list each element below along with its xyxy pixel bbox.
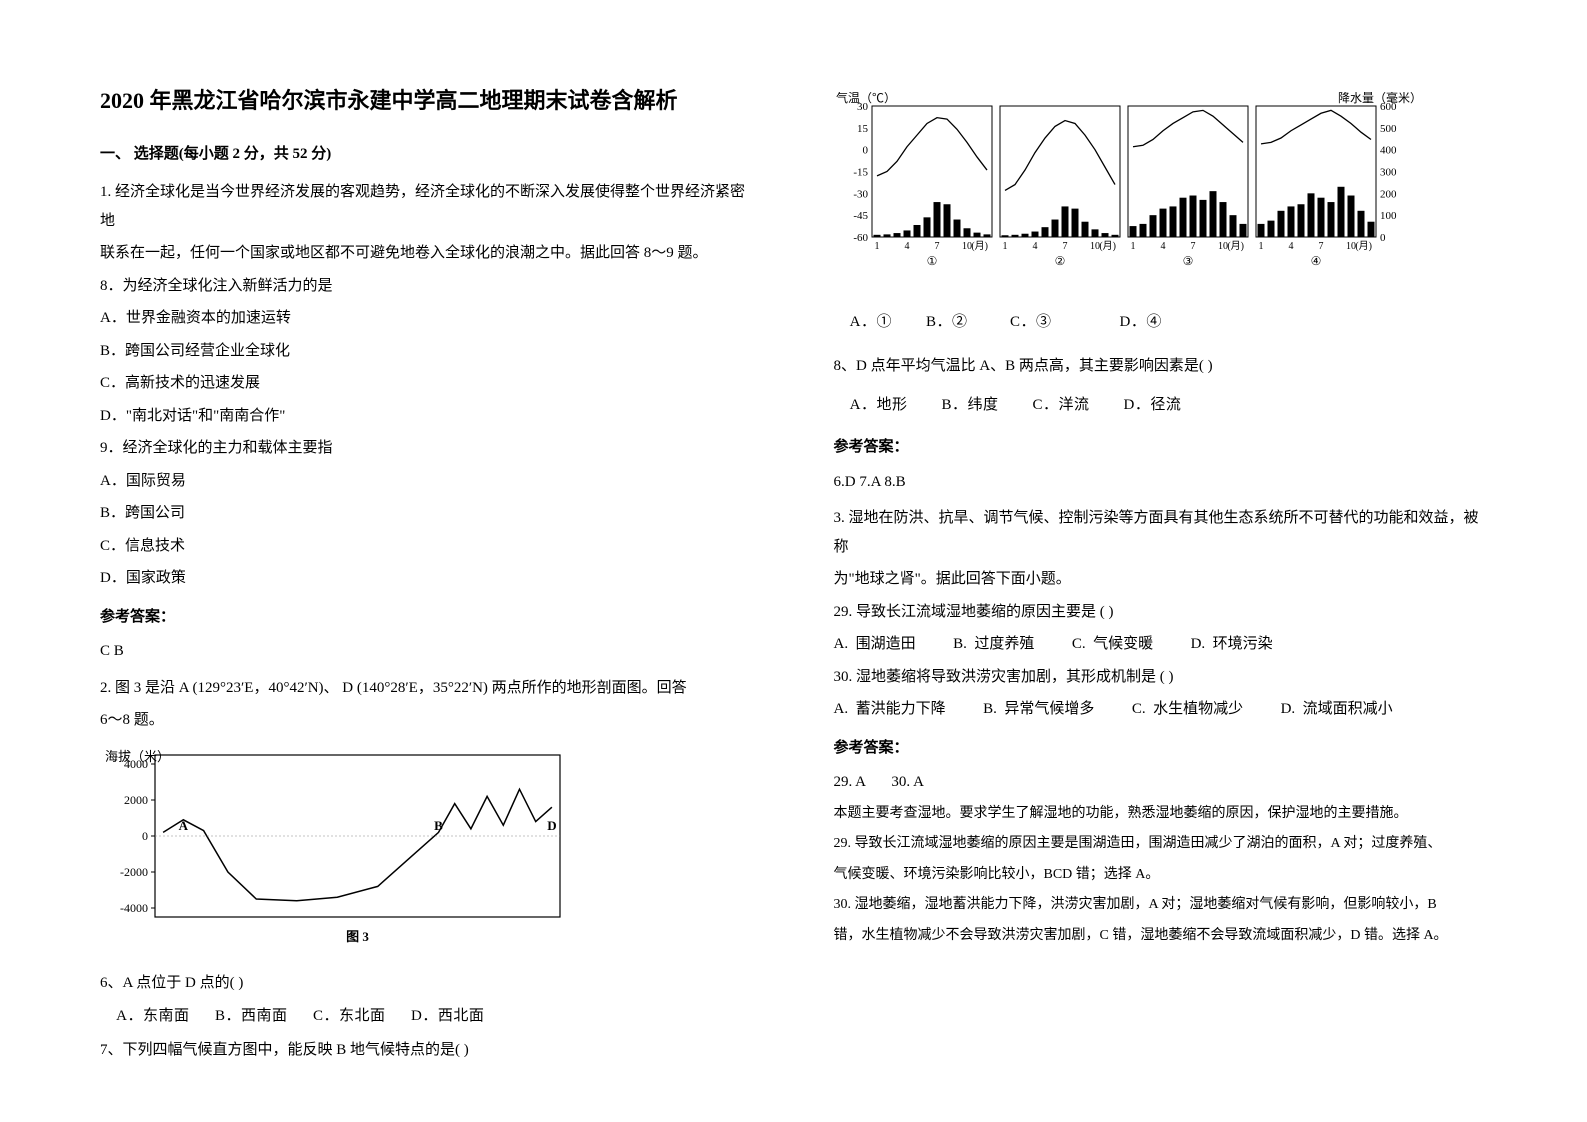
climate-svg: 气温（℃）降水量（毫米）30150-15-30-45-6060050040030…: [834, 92, 1424, 267]
svg-text:200: 200: [1380, 188, 1397, 200]
q9-opt-c: C．信息技术: [100, 532, 754, 561]
q9-opt-d: D．国家政策: [100, 564, 754, 593]
page-root: 2020 年黑龙江省哈尔滨市永建中学高二地理期末试卷含解析 一、 选择题(每小题…: [100, 80, 1487, 1069]
svg-text:4: 4: [1032, 241, 1037, 252]
svg-text:300: 300: [1380, 167, 1397, 179]
svg-text:D: D: [547, 818, 556, 833]
q2-intro-line2: 6～8 题。: [100, 706, 754, 735]
q30-stem: 30. 湿地萎缩将导致洪涝灾害加剧，其形成机制是 ( ): [834, 663, 1488, 692]
q30-options: A. 蓄洪能力下降 B. 异常气候增多 C. 水生植物减少 D. 流域面积减小: [834, 695, 1488, 724]
q1-intro-line2: 联系在一起，任何一个国家或地区都不可避免地卷入全球化的浪潮之中。据此回答 8～9…: [100, 239, 754, 268]
svg-text:1: 1: [1130, 241, 1135, 252]
svg-text:400: 400: [1380, 145, 1397, 157]
answer-heading-1: 参考答案：: [100, 603, 754, 632]
q29-stem: 29. 导致长江流域湿地萎缩的原因主要是 ( ): [834, 598, 1488, 627]
svg-text:(月): (月): [1099, 240, 1116, 252]
explain-3: 气候变暖、环境污染影响比较小，BCD 错；选择 A。: [834, 862, 1488, 889]
svg-text:30: 30: [857, 101, 869, 113]
svg-text:-60: -60: [853, 232, 868, 244]
q7-stem: 7、下列四幅气候直方图中，能反映 B 地气候特点的是( ): [100, 1036, 754, 1065]
svg-text:0: 0: [1380, 232, 1386, 244]
svg-text:0: 0: [862, 145, 868, 157]
explain-1: 本题主要考查湿地。要求学生了解湿地的功能，熟悉湿地萎缩的原因，保护湿地的主要措施…: [834, 801, 1488, 828]
explain-5: 错，水生植物减少不会导致洪涝灾害加剧，C 错，湿地萎缩不会导致流域面积减少，D …: [834, 923, 1488, 950]
svg-text:④: ④: [1310, 254, 1321, 267]
q9-stem: 9．经济全球化的主力和载体主要指: [100, 434, 754, 463]
q6-options: A．东南面 B．西南面 C．东北面 D．西北面: [100, 1002, 754, 1031]
svg-text:600: 600: [1380, 101, 1397, 113]
q8-opt-a: A．世界金融资本的加速运转: [100, 304, 754, 333]
q8-opt-d: D．"南北对话"和"南南合作": [100, 402, 754, 431]
svg-text:500: 500: [1380, 123, 1397, 135]
q9-opt-a: A．国际贸易: [100, 467, 754, 496]
svg-text:100: 100: [1380, 210, 1397, 222]
svg-text:15: 15: [857, 123, 869, 135]
svg-text:7: 7: [1190, 241, 1195, 252]
q6-stem: 6、A 点位于 D 点的( ): [100, 969, 754, 998]
svg-text:图 3: 图 3: [346, 929, 369, 944]
q8-stem: 8．为经济全球化注入新鲜活力的是: [100, 272, 754, 301]
q8-opt-b: B．跨国公司经营企业全球化: [100, 337, 754, 366]
q8b-stem: 8、D 点年平均气温比 A、B 两点高，其主要影响因素是( ): [834, 352, 1488, 381]
answer-1: C B: [100, 637, 754, 666]
answer-heading-2: 参考答案：: [834, 433, 1488, 462]
q2-intro-line1: 2. 图 3 是沿 A (129°23′E，40°42′N)、 D (140°2…: [100, 674, 754, 703]
doc-title: 2020 年黑龙江省哈尔滨市永建中学高二地理期末试卷含解析: [100, 80, 754, 122]
svg-text:-4000: -4000: [120, 901, 148, 915]
q8-opt-c: C．高新技术的迅速发展: [100, 369, 754, 398]
profile-svg: 400020000-2000-4000海拔（米）ABD图 3: [100, 747, 570, 947]
q9-opt-b: B．跨国公司: [100, 499, 754, 528]
svg-text:(月): (月): [1227, 240, 1244, 252]
svg-text:-30: -30: [853, 188, 868, 200]
svg-text:2000: 2000: [124, 793, 148, 807]
svg-text:-45: -45: [853, 210, 868, 222]
svg-text:1: 1: [1002, 241, 1007, 252]
svg-text:①: ①: [926, 254, 937, 267]
svg-text:4: 4: [1160, 241, 1165, 252]
svg-text:7: 7: [934, 241, 939, 252]
q7-options: A．① B．② C．③ D．④: [834, 308, 1488, 337]
svg-text:海拔（米）: 海拔（米）: [105, 749, 170, 764]
svg-text:-15: -15: [853, 167, 868, 179]
q29-options: A. 围湖造田 B. 过度养殖 C. 气候变暖 D. 环境污染: [834, 630, 1488, 659]
svg-text:②: ②: [1054, 254, 1065, 267]
q8b-options: A．地形 B．纬度 C．洋流 D．径流: [834, 391, 1488, 420]
answer-2: 6.D 7.A 8.B: [834, 468, 1488, 497]
svg-text:-2000: -2000: [120, 865, 148, 879]
svg-text:(月): (月): [1355, 240, 1372, 252]
left-column: 2020 年黑龙江省哈尔滨市永建中学高二地理期末试卷含解析 一、 选择题(每小题…: [100, 80, 754, 1069]
svg-text:4: 4: [904, 241, 909, 252]
right-column: 气温（℃）降水量（毫米）30150-15-30-45-6060050040030…: [834, 80, 1488, 1069]
svg-text:0: 0: [142, 829, 148, 843]
q3-intro-line2: 为"地球之肾"。据此回答下面小题。: [834, 565, 1488, 594]
q3-intro-line1: 3. 湿地在防洪、抗旱、调节气候、控制污染等方面具有其他生态系统所不可替代的功能…: [834, 504, 1488, 561]
svg-text:(月): (月): [971, 240, 988, 252]
svg-text:1: 1: [1258, 241, 1263, 252]
svg-text:1: 1: [874, 241, 879, 252]
svg-text:7: 7: [1062, 241, 1067, 252]
svg-text:B: B: [434, 818, 443, 833]
profile-chart: 400020000-2000-4000海拔（米）ABD图 3: [100, 747, 754, 958]
explain-4: 30. 湿地萎缩，湿地蓄洪能力下降，洪涝灾害加剧，A 对；湿地萎缩对气候有影响，…: [834, 892, 1488, 919]
section-heading: 一、 选择题(每小题 2 分，共 52 分): [100, 140, 754, 169]
climate-chart-panel: 气温（℃）降水量（毫米）30150-15-30-45-6060050040030…: [834, 92, 1488, 278]
svg-text:③: ③: [1182, 254, 1193, 267]
q1-intro-line1: 1. 经济全球化是当今世界经济发展的客观趋势，经济全球化的不断深入发展使得整个世…: [100, 178, 754, 235]
svg-text:4: 4: [1288, 241, 1293, 252]
explain-2: 29. 导致长江流域湿地萎缩的原因主要是围湖造田，围湖造田减少了湖泊的面积，A …: [834, 831, 1488, 858]
svg-text:7: 7: [1318, 241, 1323, 252]
answer-heading-3: 参考答案：: [834, 734, 1488, 763]
svg-text:A: A: [179, 818, 189, 833]
answer-3: 29. A 30. A: [834, 768, 1488, 797]
